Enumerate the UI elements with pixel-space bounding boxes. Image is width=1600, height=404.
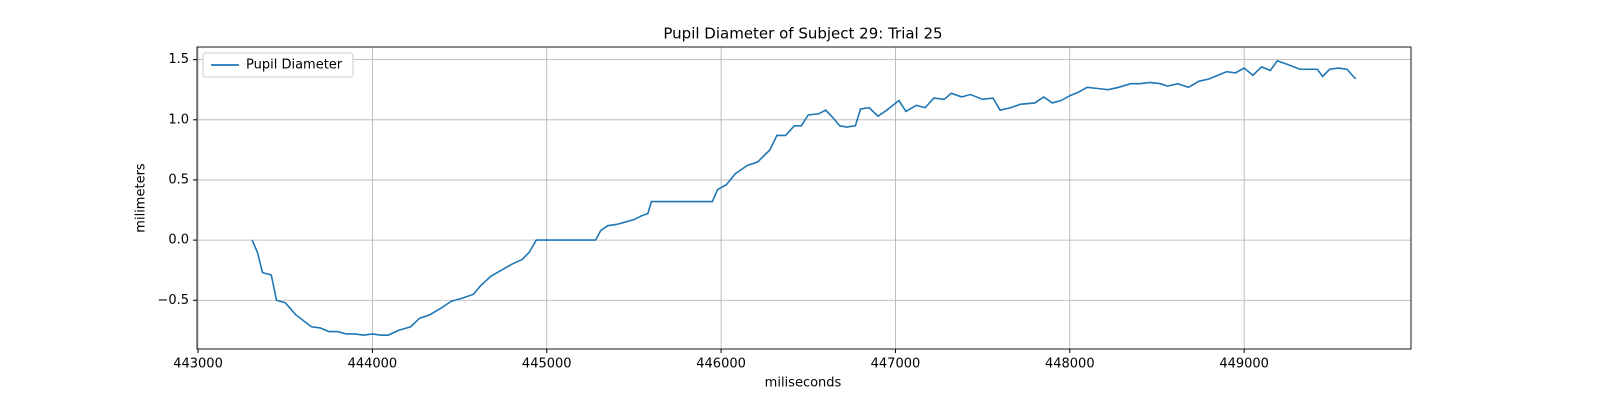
x-tick-label: 449000	[1219, 357, 1269, 372]
legend-box	[202, 52, 354, 78]
plot-frame	[196, 46, 1412, 350]
y-tick-label: 1.5	[168, 52, 189, 67]
y-tick-label: 0.5	[168, 172, 189, 187]
chart-title: Pupil Diameter of Subject 29: Trial 25	[663, 25, 942, 43]
x-axis-label: miliseconds	[765, 376, 842, 391]
y-axis-label: milimeters	[134, 163, 149, 233]
x-tick-label: 447000	[871, 357, 921, 372]
legend-label: Pupil Diameter	[246, 58, 343, 73]
y-tick-label: −0.5	[157, 293, 189, 308]
data-line	[251, 59, 1357, 336]
x-tick-label: 445000	[522, 357, 572, 372]
x-tick-label: 444000	[348, 357, 398, 372]
y-tick-label: 1.0	[168, 112, 189, 127]
x-tick-label: 446000	[696, 357, 746, 372]
x-tick-label: 443000	[173, 357, 223, 372]
y-tick-label: 0.0	[168, 233, 189, 248]
x-tick-label: 448000	[1045, 357, 1095, 372]
